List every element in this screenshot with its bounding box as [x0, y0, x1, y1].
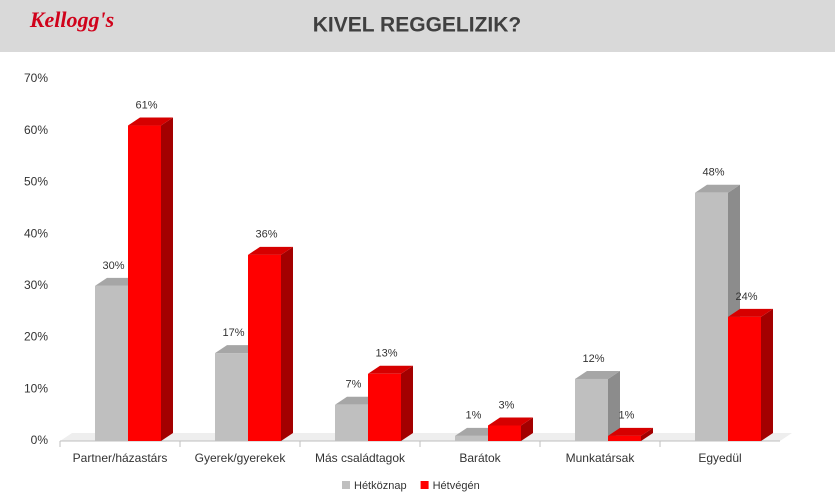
bar-top — [608, 427, 653, 436]
bar-top — [128, 117, 173, 126]
value-label: 48% — [702, 167, 724, 179]
bar — [335, 404, 368, 441]
bar-top — [368, 365, 413, 374]
bar — [455, 435, 488, 441]
value-label: 1% — [466, 410, 482, 422]
x-tick-label: Gyerek/gyerekek — [195, 451, 287, 465]
y-tick-label: 20% — [24, 330, 48, 344]
bar — [368, 373, 401, 441]
value-label: 61% — [135, 99, 157, 111]
bar — [695, 192, 728, 441]
brand-logo: Kellogg's — [29, 7, 114, 32]
bar — [95, 285, 128, 441]
bar — [728, 316, 761, 441]
value-label: 30% — [102, 260, 124, 272]
x-tick-label: Partner/házastárs — [73, 451, 168, 465]
bar — [128, 125, 161, 442]
bar-side — [521, 417, 533, 441]
bar — [248, 254, 281, 441]
y-tick-label: 30% — [24, 278, 48, 292]
value-label: 17% — [222, 327, 244, 339]
bar-side — [161, 117, 173, 442]
bar — [215, 353, 248, 441]
bar-side — [281, 246, 293, 441]
value-label: 1% — [619, 410, 635, 422]
legend-swatch — [342, 481, 350, 489]
legend-label: Hétköznap — [354, 480, 407, 492]
bar-side — [401, 365, 413, 441]
value-label: 24% — [735, 291, 757, 303]
bar-side — [641, 427, 653, 441]
legend-label: Hétvégén — [433, 480, 480, 492]
value-label: 7% — [346, 379, 362, 391]
bar-top — [488, 417, 533, 426]
value-label: 12% — [582, 353, 604, 365]
x-tick-label: Egyedül — [698, 451, 741, 465]
bar-top — [728, 308, 773, 317]
value-label: 13% — [375, 348, 397, 360]
x-tick-label: Más családtagok — [315, 451, 406, 465]
y-tick-label: 50% — [24, 175, 48, 189]
y-tick-label: 70% — [24, 71, 48, 85]
bar — [608, 435, 641, 441]
value-label: 36% — [255, 229, 277, 241]
x-tick-label: Munkatársak — [566, 451, 636, 465]
y-tick-label: 60% — [24, 123, 48, 137]
x-tick-label: Barátok — [459, 451, 501, 465]
legend-swatch — [420, 481, 429, 489]
y-tick-label: 0% — [31, 433, 49, 447]
chart-title: KIVEL REGGELIZIK? — [313, 14, 521, 37]
y-tick-label: 40% — [24, 226, 48, 240]
bar-top — [575, 370, 620, 379]
bar — [488, 425, 521, 441]
y-tick-label: 10% — [24, 381, 48, 395]
bar-top — [248, 246, 293, 255]
header-bar — [0, 0, 835, 52]
bar-top — [695, 184, 740, 193]
bar — [575, 378, 608, 441]
value-label: 3% — [499, 399, 515, 411]
bar-side — [608, 370, 620, 441]
bar-side — [761, 308, 773, 441]
